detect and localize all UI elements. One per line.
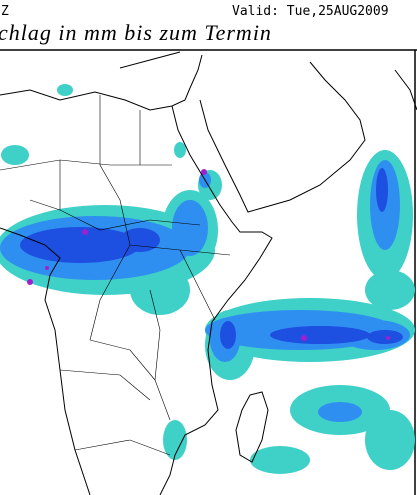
coastlines: [0, 51, 417, 495]
title: chlag in mm bis zum Termin: [0, 20, 272, 45]
country-borders: [0, 95, 231, 456]
valid-time: Valid: Tue,25AUG2009: [232, 4, 389, 19]
precipitation: [0, 84, 415, 474]
header-left: Z: [1, 4, 9, 19]
